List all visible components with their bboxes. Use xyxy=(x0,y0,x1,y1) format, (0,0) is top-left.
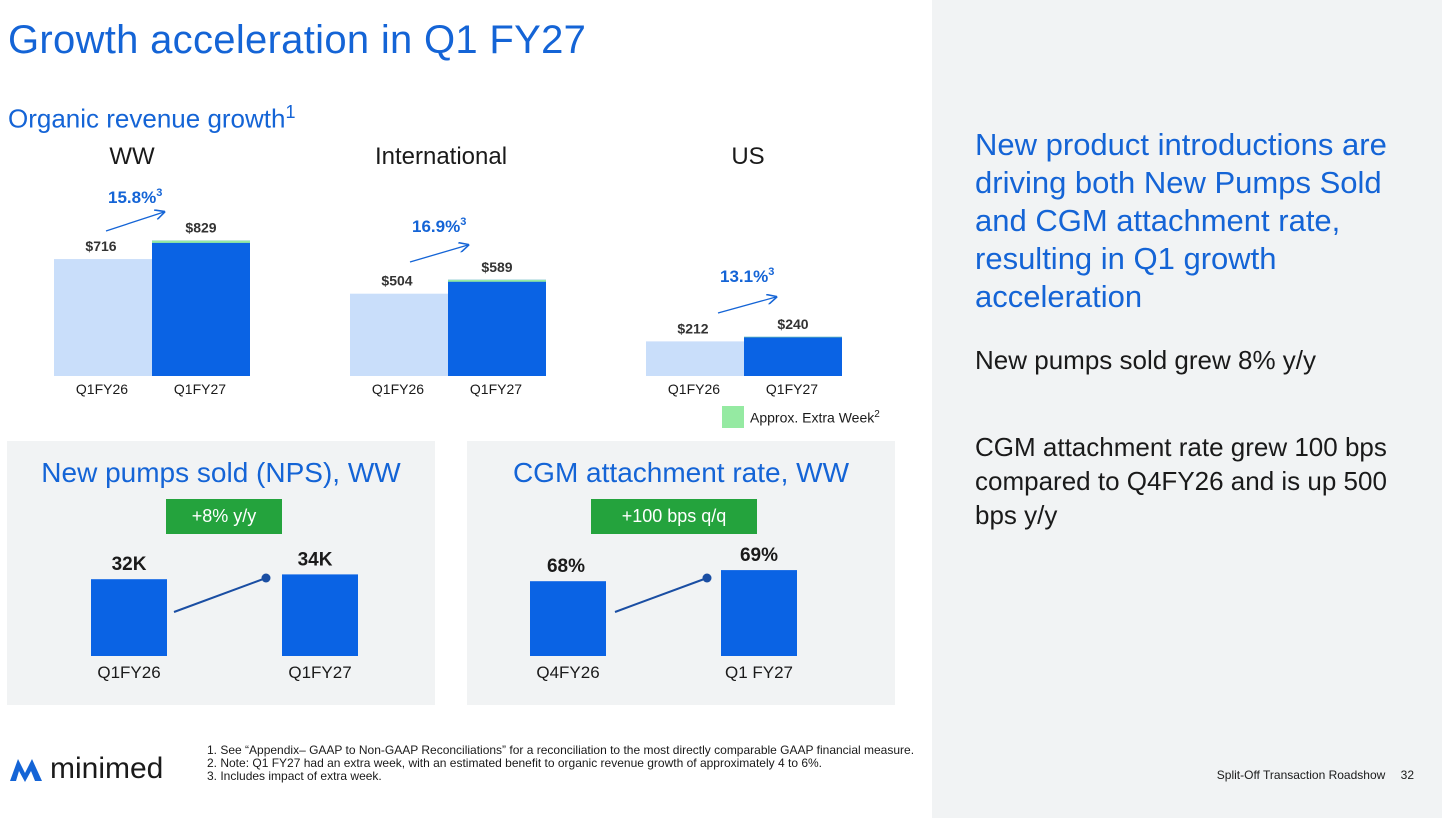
bar-extra-week-international xyxy=(448,279,546,282)
minimed-logo-icon xyxy=(10,759,42,782)
nps-tick-label-0: Q1FY26 xyxy=(97,663,160,682)
nps-change-badge: +8% y/y xyxy=(166,499,282,534)
cgm-value-label-0: 68% xyxy=(547,556,585,577)
footer-label: Split-Off Transaction Roadshow xyxy=(1216,768,1386,782)
tick-label-ww-0: Q1FY26 xyxy=(76,381,128,397)
growth-superscript-us: 3 xyxy=(768,266,774,278)
tick-label-ww-1: Q1FY27 xyxy=(174,381,226,397)
bullet-pumps: New pumps sold grew 8% y/y xyxy=(975,345,1317,375)
nps-trend-line xyxy=(173,577,267,613)
page-title: Growth acceleration in Q1 FY27 xyxy=(8,18,587,62)
cgm-bar-1 xyxy=(721,570,797,656)
footnote-3: 3. Includes impact of extra week. xyxy=(207,769,382,783)
tick-label-us-1: Q1FY27 xyxy=(766,381,818,397)
right-panel xyxy=(932,0,1442,818)
footnote-1: 1. See “Appendix– GAAP to Non-GAAP Recon… xyxy=(207,743,915,757)
nps-tick-label-1: Q1FY27 xyxy=(288,663,351,682)
footer: Split-Off Transaction Roadshow 32 xyxy=(1217,768,1414,782)
cgm-bar-0 xyxy=(530,581,606,656)
minimed-logo: minimed xyxy=(8,752,163,786)
value-label-ww-1: $829 xyxy=(185,220,216,236)
growth-label-us: 13.1%3 xyxy=(720,266,774,286)
cgm-trend-dot xyxy=(702,573,712,583)
value-label-international-1: $589 xyxy=(481,259,512,275)
growth-arrow-ww xyxy=(105,212,164,232)
cgm-value-label-1: 69% xyxy=(740,545,778,566)
nps-chart: 32K Q1FY26 34K Q1FY27 xyxy=(91,549,358,682)
region-label-international: International xyxy=(375,143,507,170)
growth-arrow-us xyxy=(717,297,776,314)
revenue-chart: WW $716 Q1FY26 $829 Q1FY27 15.8%3 Internationa… xyxy=(54,143,842,397)
footnote-2: 2. Note: Q1 FY27 had an extra week, with… xyxy=(207,756,823,770)
cgm-tick-label-0: Q4FY26 xyxy=(536,663,599,682)
cgm-panel-title: CGM attachment rate, WW xyxy=(512,457,850,488)
nps-trend-dot xyxy=(261,573,271,583)
growth-label-ww: 15.8%3 xyxy=(108,187,162,207)
logo-text: minimed xyxy=(50,752,164,785)
region-label-ww: WW xyxy=(109,143,155,170)
footnotes: 1. See “Appendix– GAAP to Non-GAAP Recon… xyxy=(207,744,922,783)
bar-ww-q1fy26 xyxy=(54,259,152,376)
legend-swatch-extra-week xyxy=(722,406,744,428)
cgm-trend-line xyxy=(614,577,708,613)
nps-bar-0 xyxy=(91,579,167,656)
cgm-tick-label-1: Q1 FY27 xyxy=(725,663,793,682)
nps-value-label-0: 32K xyxy=(112,554,147,575)
bar-international-q1fy26 xyxy=(350,293,448,376)
nps-panel: New pumps sold (NPS), WW +8% y/y 32K Q1FY… xyxy=(7,441,435,705)
tick-label-us-0: Q1FY26 xyxy=(668,381,720,397)
bar-international-q1fy27 xyxy=(448,279,546,376)
bar-us-q1fy27 xyxy=(744,336,842,376)
cgm-change-badge: +100 bps q/q xyxy=(591,499,757,534)
region-label-us: US xyxy=(731,143,764,170)
growth-label-international: 16.9%3 xyxy=(412,216,466,236)
bar-extra-week-ww xyxy=(152,240,250,243)
growth-arrow-international xyxy=(409,245,468,263)
section-title: Organic revenue growth1 xyxy=(8,102,296,134)
value-label-us-1: $240 xyxy=(777,316,808,332)
cgm-panel: CGM attachment rate, WW +100 bps q/q 68%… xyxy=(467,441,895,705)
bar-ww-q1fy27 xyxy=(152,240,250,376)
value-label-us-0: $212 xyxy=(677,320,708,336)
tick-label-international-1: Q1FY27 xyxy=(470,381,522,397)
tick-label-international-0: Q1FY26 xyxy=(372,381,424,397)
growth-superscript-ww: 3 xyxy=(156,187,162,199)
growth-superscript-international: 3 xyxy=(460,216,466,228)
legend: Approx. Extra Week2 xyxy=(722,406,880,428)
value-label-ww-0: $716 xyxy=(85,238,116,254)
value-label-international-0: $504 xyxy=(381,273,412,289)
headline: New product introductions are driving bo… xyxy=(975,127,1387,314)
nps-value-label-1: 34K xyxy=(298,549,333,570)
page-number: 32 xyxy=(1400,768,1414,782)
legend-label: Approx. Extra Week2 xyxy=(750,408,880,426)
bar-us-q1fy26 xyxy=(646,341,744,376)
cgm-chart: 68% Q4FY26 69% Q1 FY27 xyxy=(530,545,797,682)
nps-bar-1 xyxy=(282,574,358,656)
nps-panel-title: New pumps sold (NPS), WW xyxy=(41,457,401,488)
bullet-cgm: CGM attachment rate grew 100 bps compare… xyxy=(975,432,1387,530)
